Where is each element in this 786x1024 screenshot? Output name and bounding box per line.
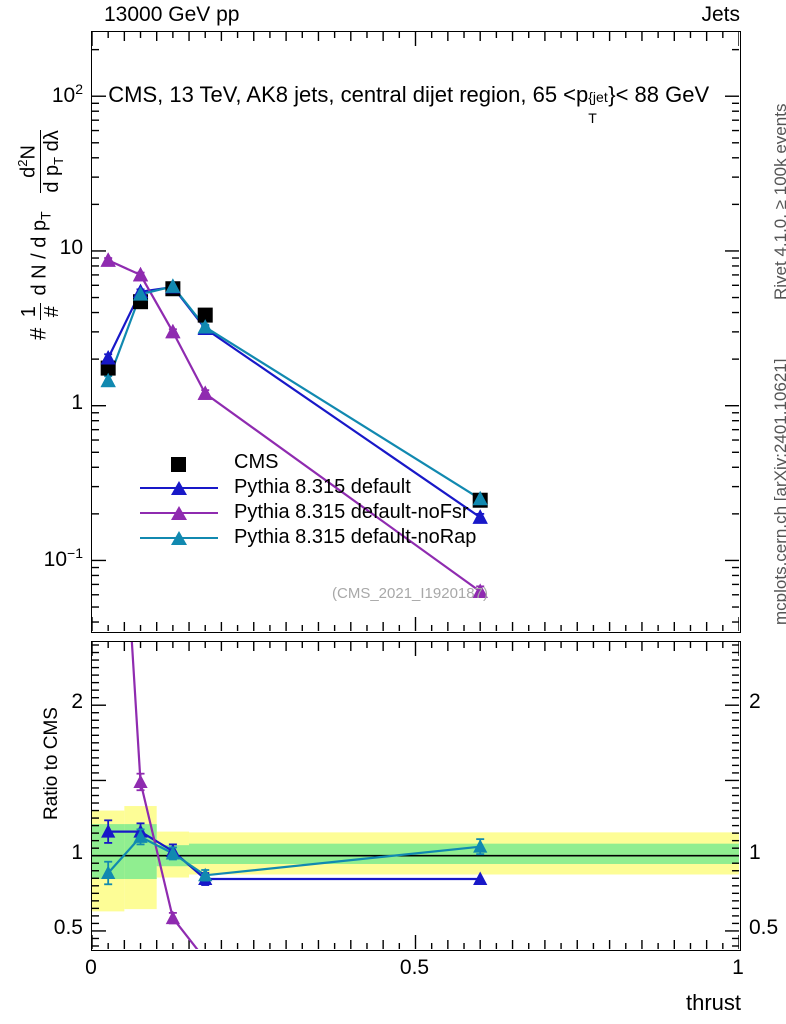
- ratio-plot-canvas: [92, 642, 740, 950]
- legend-triangle-icon: [171, 531, 187, 545]
- main-plot-canvas: [92, 32, 740, 631]
- plot-title-main: CMS, 13 TeV, AK8 jets, central dijet reg…: [108, 82, 589, 107]
- y-tick-label-ratio-right-1: 1: [749, 840, 761, 864]
- legend-label-0: CMS: [234, 451, 279, 473]
- legend-triangle-icon: [171, 481, 187, 495]
- y-tick-label-ratio-left-2: 2: [71, 690, 83, 714]
- y-axis-title-ratio: Ratio to CMS: [41, 707, 62, 820]
- y-tick-label-main-3: 10−1: [43, 545, 83, 572]
- y-tick-label-main-2: 1: [71, 390, 83, 414]
- legend-label-3: Pythia 8.315 default-noRap: [234, 526, 477, 548]
- analysis-id-watermark: (CMS_2021_I1920187): [332, 585, 488, 602]
- plot-title: CMS, 13 TeV, AK8 jets, central dijet reg…: [96, 62, 710, 126]
- mcplots-source-note: mcplots.cern.ch [arXiv:2401.10621]: [771, 358, 786, 625]
- legend-marker-3: [140, 525, 218, 550]
- y-tick-label-ratio-left-0: 0.5: [53, 915, 83, 939]
- legend-entry-0[interactable]: CMS: [140, 450, 476, 475]
- legend-marker-2: [140, 500, 218, 525]
- x-tick-label-2: 1: [732, 956, 744, 979]
- legend-entry-1[interactable]: Pythia 8.315 default: [140, 475, 476, 500]
- legend-label-1: Pythia 8.315 default: [234, 476, 411, 498]
- plot-title-subscript: T: [588, 110, 597, 126]
- y-tick-label-ratio-left-1: 1: [71, 840, 83, 864]
- y-axis-title-main: # 1 # d N / d pT d2N d pT dλ: [15, 130, 66, 340]
- rivet-version-note: Rivet 4.1.0, ≥ 100k events: [771, 103, 786, 300]
- x-axis-title: thrust: [685, 990, 741, 1015]
- y-tick-label-main-0: 102: [51, 81, 83, 108]
- main-plot-frame: [91, 31, 741, 633]
- legend-entry-3[interactable]: Pythia 8.315 default-noRap: [140, 525, 476, 550]
- legend-marker-0: [140, 450, 218, 475]
- ratio-plot-frame: [91, 641, 741, 951]
- legend-triangle-icon: [171, 506, 187, 520]
- legend-marker-1: [140, 475, 218, 500]
- y-tick-label-ratio-right-0: 0.5: [749, 915, 779, 939]
- legend-square-icon: [171, 457, 186, 472]
- header-beam-label: 13000 GeV pp: [104, 3, 240, 26]
- y-tick-label-ratio-right-2: 2: [749, 690, 761, 714]
- y-tick-label-main-1: 10: [59, 235, 83, 259]
- plot-title-tail: }< 88 GeV: [608, 82, 710, 107]
- legend: CMS Pythia 8.315 default Pythia 8.315 defa…: [140, 450, 476, 550]
- legend-entry-2[interactable]: Pythia 8.315 default-noFsr: [140, 500, 476, 525]
- header-category-label: Jets: [701, 3, 740, 26]
- x-tick-label-1: 0.5: [399, 956, 430, 979]
- plot-title-superscript: {jet: [588, 89, 608, 105]
- x-tick-label-0: 0: [85, 956, 97, 979]
- legend-label-2: Pythia 8.315 default-noFsr: [234, 501, 469, 523]
